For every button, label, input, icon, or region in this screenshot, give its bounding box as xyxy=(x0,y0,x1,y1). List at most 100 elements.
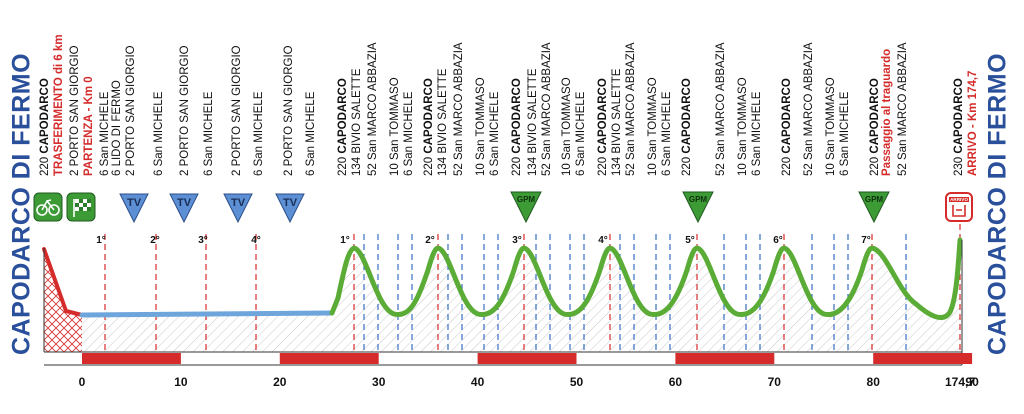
tv-sprint-icon: TV xyxy=(223,193,253,224)
arrivo-finish-icon: ARRIVO xyxy=(945,192,973,222)
lap-marker: 4° xyxy=(251,235,261,246)
lap-marker: 3° xyxy=(512,235,522,246)
waypoint-label: 6 San MICHELE xyxy=(661,91,673,176)
tv-sprint-icon: TV xyxy=(169,193,199,224)
flat-route-line xyxy=(79,310,335,318)
waypoint-label: 220 CAPODARCO xyxy=(597,78,609,176)
km-tick-label: 174,7 xyxy=(945,375,975,389)
waypoint-name: BIVIO SALETTE xyxy=(611,68,623,153)
gpm-mountain-icon: GPM xyxy=(682,191,714,224)
waypoint-altitude: 6 xyxy=(99,166,111,176)
waypoint-label: 220 CAPODARCO xyxy=(337,78,349,176)
tv-sprint-icon: TV xyxy=(275,193,305,224)
waypoint-altitude: 52 xyxy=(803,160,815,176)
waypoint-name: San MARCO ABBAZIA xyxy=(367,42,379,160)
gpm-mountain-icon: GPM xyxy=(510,191,542,224)
km-bar-segment xyxy=(675,353,775,364)
waypoint-name: San TOMMASO xyxy=(737,77,749,160)
waypoint-name: CAPODARCO xyxy=(423,78,435,153)
waypoint-name: San MICHELE xyxy=(253,91,265,166)
waypoint-label: 52 San MARCO ABBAZIA xyxy=(715,42,727,176)
km-bar-segment xyxy=(873,353,973,364)
lap-marker: 3° xyxy=(198,235,208,246)
waypoint-label: 134 BIVIO SALETTE xyxy=(437,68,449,176)
waypoint-altitude: 6 xyxy=(253,166,265,176)
waypoint-label: 6 San MICHELE xyxy=(839,91,851,176)
waypoint-name: CAPODARCO xyxy=(953,78,965,153)
waypoint-label: 220 CAPODARCO xyxy=(869,78,881,176)
waypoint-altitude: 6 xyxy=(489,166,501,176)
waypoint-label: 6 San MICHELE xyxy=(203,91,215,176)
climb-route-line xyxy=(329,237,963,321)
waypoint-altitude: 230 xyxy=(953,154,965,176)
waypoint-altitude: 6 xyxy=(403,166,415,176)
km-tick-label: 70 xyxy=(768,375,782,389)
waypoint-label: 134 BIVIO SALETTE xyxy=(527,68,539,176)
tv-sprint-icon: TV xyxy=(119,193,149,224)
lap-marker: 1° xyxy=(96,235,106,246)
waypoint-name: PORTO SAN GIORGIO xyxy=(179,45,191,166)
waypoint-label: 6 San MICHELE xyxy=(751,91,763,176)
waypoint-altitude: 6 xyxy=(305,166,317,176)
waypoint-label: 6 San MICHELE xyxy=(305,91,317,176)
waypoint-name: PORTO SAN GIORGIO xyxy=(69,45,81,166)
waypoint-label: 6 LIDO DI FERMO xyxy=(111,80,123,176)
waypoint-altitude: 10 xyxy=(737,160,749,176)
waypoint-altitude: 6 xyxy=(203,166,215,176)
waypoint-label: 52 San MARCO ABBAZIA xyxy=(803,42,815,176)
waypoint-altitude: 6 xyxy=(575,166,587,176)
waypoint-label: 6 San MICHELE xyxy=(153,91,165,176)
waypoint-label: 10 San TOMMASO xyxy=(647,77,659,176)
waypoint-label: 52 San MARCO ABBAZIA xyxy=(625,42,637,176)
waypoint-altitude: 220 xyxy=(681,154,693,176)
waypoint-altitude: 2 xyxy=(283,166,295,176)
waypoint-name: San TOMMASO xyxy=(475,77,487,160)
waypoint-altitude: 220 xyxy=(781,154,793,176)
elevation-area: 1° 2° 3° 4° 1° 2° 3° 4° 5° 6° 7° xyxy=(42,224,963,366)
gpm-label: GPM xyxy=(689,195,708,204)
waypoint-name: San TOMMASO xyxy=(647,77,659,160)
lap-marker: 1° xyxy=(340,235,350,246)
waypoint-altitude: 220 xyxy=(597,154,609,176)
km-bar-segment xyxy=(279,353,379,364)
waypoint-name: San TOMMASO xyxy=(561,77,573,160)
waypoint-name: San MICHELE xyxy=(661,91,673,166)
waypoint-label: 10 San TOMMASO xyxy=(561,77,573,176)
waypoint-altitude: 220 xyxy=(511,154,523,176)
waypoint-label: 2 PORTO SAN GIORGIO xyxy=(231,45,243,176)
waypoint-altitude: 52 xyxy=(541,160,553,176)
waypoint-name: San MICHELE xyxy=(751,91,763,166)
waypoint-label: 6 San MICHELE xyxy=(575,91,587,176)
waypoint-altitude: 6 xyxy=(111,166,123,176)
km-tick-label: 80 xyxy=(867,375,881,389)
waypoint-label: 2 PORTO SAN GIORGIO xyxy=(125,45,137,176)
waypoint-name: San MARCO ABBAZIA xyxy=(625,42,637,160)
km-tick-label: 20 xyxy=(273,375,287,389)
waypoint-label: 2 PORTO SAN GIORGIO xyxy=(69,45,81,176)
waypoint-altitude: 220 xyxy=(39,154,51,176)
gpm-mountain-icon: GPM xyxy=(858,191,890,224)
arrivo-label: ARRIVO xyxy=(950,197,968,202)
waypoint-name: San MARCO ABBAZIA xyxy=(803,42,815,160)
waypoint-name: PORTO SAN GIORGIO xyxy=(125,45,137,166)
waypoint-altitude: 2 xyxy=(231,166,243,176)
waypoint-label: 10 San TOMMASO xyxy=(389,77,401,176)
waypoint-altitude: 2 xyxy=(179,166,191,176)
lap-marker: 4° xyxy=(598,235,608,246)
tv-label: TV xyxy=(177,197,192,209)
waypoint-altitude: 52 xyxy=(897,160,909,176)
lap-marker: 6° xyxy=(773,235,783,246)
waypoint-altitude: 52 xyxy=(367,160,379,176)
waypoint-name: San TOMMASO xyxy=(825,77,837,160)
tv-label: TV xyxy=(231,197,246,209)
waypoint-label: 52 San MARCO ABBAZIA xyxy=(367,42,379,176)
waypoint-name: CAPODARCO xyxy=(39,78,51,153)
waypoint-name: PORTO SAN GIORGIO xyxy=(231,45,243,166)
waypoint-label: Passaggio al traguardo xyxy=(881,49,893,176)
km-bar-segment xyxy=(82,353,181,364)
waypoint-name: San MICHELE xyxy=(99,91,111,166)
waypoint-name: San MICHELE xyxy=(153,91,165,166)
waypoint-label: 220 CAPODARCO xyxy=(511,78,523,176)
lap-marker: 7° xyxy=(861,235,871,246)
waypoint-altitude: 10 xyxy=(389,160,401,176)
